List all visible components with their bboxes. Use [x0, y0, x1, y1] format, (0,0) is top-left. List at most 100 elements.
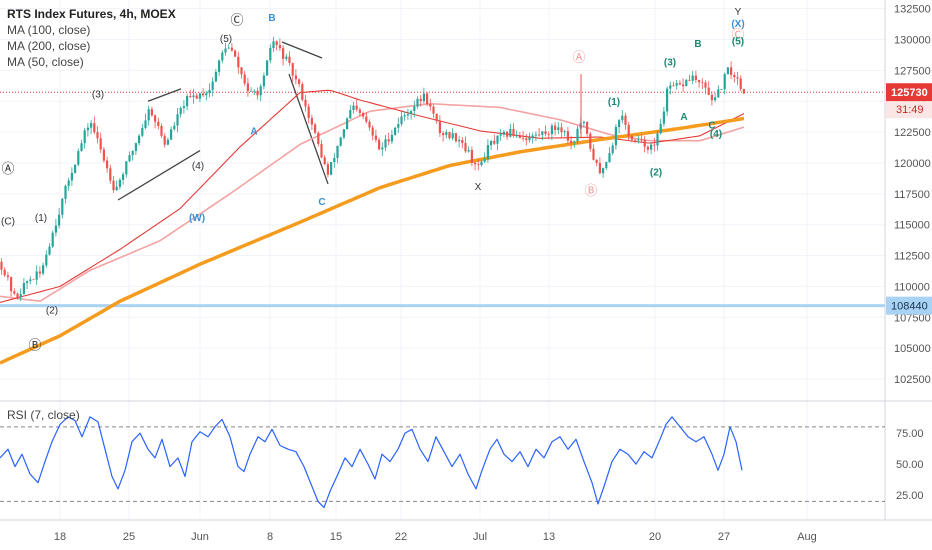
- candle: [534, 131, 537, 141]
- candle: [358, 107, 361, 117]
- candle: [480, 159, 483, 167]
- candle-body: [310, 117, 313, 125]
- candle: [192, 88, 195, 104]
- candle-body: [499, 134, 502, 136]
- rsi-tick-label: 50.00: [896, 459, 924, 471]
- candle: [496, 135, 499, 151]
- candle-body: [118, 179, 121, 187]
- last-price-tag-value: 125730: [891, 87, 928, 99]
- candle-body: [346, 118, 349, 130]
- candle: [29, 276, 32, 285]
- candle-body: [486, 145, 489, 160]
- candle: [432, 104, 435, 118]
- rsi-legend[interactable]: RSI (7, close): [7, 408, 80, 422]
- candle: [189, 89, 192, 98]
- candle-body: [80, 143, 83, 152]
- candle: [592, 144, 595, 161]
- time-axis[interactable]: 18 25 Jun 8 15 22 Jul 13 20 27 Aug: [54, 531, 817, 543]
- candle: [352, 101, 355, 114]
- wave-label: Ⓒ: [731, 28, 744, 43]
- candle-body: [605, 162, 608, 169]
- wave-label: (3): [92, 90, 104, 101]
- candle: [3, 267, 6, 277]
- rsi-pane[interactable]: 75.00 50.00 25.00: [0, 416, 924, 509]
- candle-body: [189, 96, 192, 98]
- candle: [115, 180, 118, 191]
- candle-body: [634, 139, 637, 141]
- candle: [547, 131, 550, 140]
- candle-body: [614, 126, 617, 146]
- candle-body: [99, 138, 102, 150]
- candle: [672, 81, 675, 87]
- candle-body: [714, 97, 717, 101]
- candle-body: [541, 131, 544, 135]
- time-tick-label: 13: [543, 531, 555, 543]
- candle-body: [13, 291, 16, 294]
- candle-body: [74, 164, 77, 173]
- chart-legend: RTS Index Futures, 4h, MOEX MA (100, clo…: [7, 6, 176, 70]
- candle-body: [739, 78, 742, 90]
- candle: [342, 128, 345, 140]
- candle: [538, 127, 541, 137]
- candle-body: [77, 151, 80, 165]
- candle: [166, 137, 169, 146]
- candle: [678, 80, 681, 86]
- candlesticks[interactable]: [0, 36, 745, 302]
- wave-label: A: [680, 112, 687, 123]
- candle: [70, 167, 73, 186]
- candle-body: [26, 281, 29, 284]
- countdown-tag-bg: [886, 101, 932, 119]
- chart-title[interactable]: RTS Index Futures, 4h, MOEX: [7, 7, 176, 21]
- candle-body: [550, 125, 553, 135]
- candle-body: [662, 111, 665, 124]
- candle-body: [694, 75, 697, 81]
- candle-body: [250, 90, 253, 92]
- candle: [19, 288, 22, 302]
- candle-body: [730, 67, 733, 75]
- candle: [522, 131, 525, 142]
- candle: [253, 89, 256, 96]
- last-price-tag[interactable]: 125730 31:49: [886, 83, 932, 119]
- support-level-tag[interactable]: 108440: [886, 296, 932, 315]
- candle-body: [288, 56, 291, 64]
- candle: [26, 280, 29, 289]
- candle-body: [112, 180, 115, 191]
- candle-body: [186, 96, 189, 107]
- candle-body: [19, 294, 22, 298]
- candle: [662, 106, 665, 127]
- candle-body: [381, 147, 384, 150]
- candle-body: [592, 148, 595, 160]
- candle: [368, 119, 371, 131]
- candle: [256, 87, 259, 100]
- candle: [355, 98, 358, 112]
- candle-body: [70, 172, 73, 181]
- candle: [10, 276, 13, 297]
- candle-body: [256, 90, 259, 96]
- candle-body: [61, 198, 64, 215]
- candle: [22, 278, 25, 295]
- legend-ma-200[interactable]: MA (200, close): [7, 39, 91, 53]
- legend-ma-100[interactable]: MA (100, close): [7, 23, 91, 37]
- candle: [157, 117, 160, 130]
- candle: [131, 150, 134, 161]
- candle: [406, 109, 409, 120]
- candle-body: [83, 130, 86, 144]
- price-axis[interactable]: 1325001300001275001250001225001200001175…: [886, 4, 932, 386]
- candle-body: [362, 112, 365, 117]
- candle-body: [64, 185, 67, 199]
- candle-body: [598, 162, 601, 174]
- moving-averages: [0, 89, 745, 365]
- candle: [298, 78, 301, 88]
- candle-body: [298, 79, 301, 85]
- candle: [576, 125, 579, 144]
- candle-body: [518, 135, 521, 138]
- candle-body: [163, 135, 166, 145]
- candle: [90, 120, 93, 134]
- legend-ma-50[interactable]: MA (50, close): [7, 55, 84, 69]
- candle-body: [170, 129, 173, 140]
- candle-body: [557, 127, 560, 131]
- candle-body: [3, 269, 6, 276]
- candle: [400, 111, 403, 127]
- candle: [134, 142, 137, 156]
